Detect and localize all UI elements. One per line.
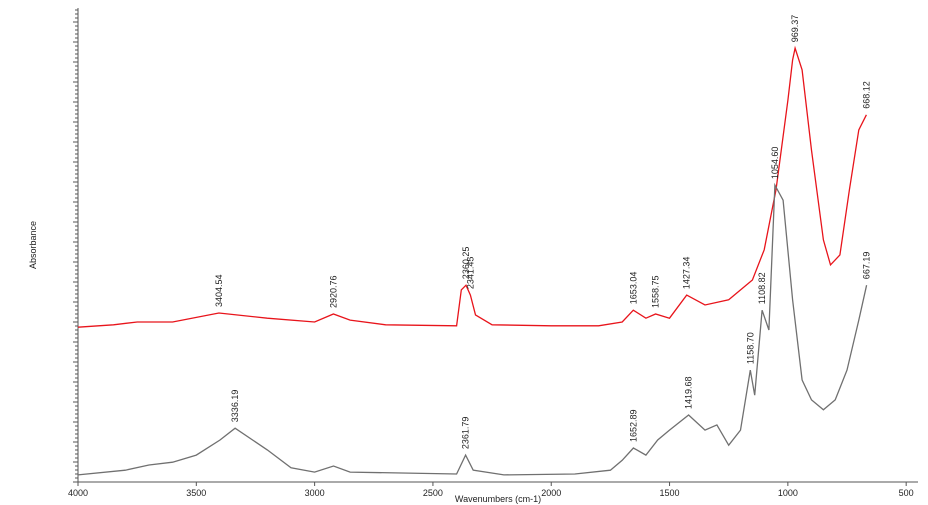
y-axis-label: Absorbance xyxy=(28,221,38,269)
peak-label: 1419.68 xyxy=(684,376,694,409)
peak-label: 1158.70 xyxy=(745,332,755,364)
peak-label: 1108.82 xyxy=(757,272,767,304)
x-tick-label: 2500 xyxy=(423,488,443,498)
x-tick-label: 1500 xyxy=(660,488,680,498)
peak-label: 969.37 xyxy=(790,15,800,43)
x-tick-label: 1000 xyxy=(778,488,798,498)
peak-label: 1653.04 xyxy=(628,272,638,305)
peak-label: 2920.76 xyxy=(328,275,338,308)
peak-label: 1054.60 xyxy=(770,147,780,180)
spectrum-line xyxy=(77,45,867,328)
x-tick-label: 3500 xyxy=(186,488,206,498)
x-axis-label: Wavenumbers (cm-1) xyxy=(455,494,541,504)
peak-label: 2361.79 xyxy=(461,417,471,450)
x-tick-label: 2000 xyxy=(541,488,561,498)
peak-label: 1652.89 xyxy=(628,409,638,442)
peak-label: 3336.19 xyxy=(230,390,240,423)
x-tick-label: 3000 xyxy=(305,488,325,498)
peak-label: 3404.54 xyxy=(214,274,224,307)
spectrum-line xyxy=(77,182,868,476)
peak-label: 1558.75 xyxy=(651,275,661,308)
x-tick-label: 500 xyxy=(899,488,914,498)
peak-label: 2341.45 xyxy=(465,257,475,290)
peak-label: 667.19 xyxy=(862,252,872,280)
peak-label: 1427.34 xyxy=(682,257,692,290)
peak-label: 2360.25 xyxy=(461,247,471,280)
x-tick-label: 4000 xyxy=(68,488,88,498)
peak-label: 668.12 xyxy=(861,81,871,109)
